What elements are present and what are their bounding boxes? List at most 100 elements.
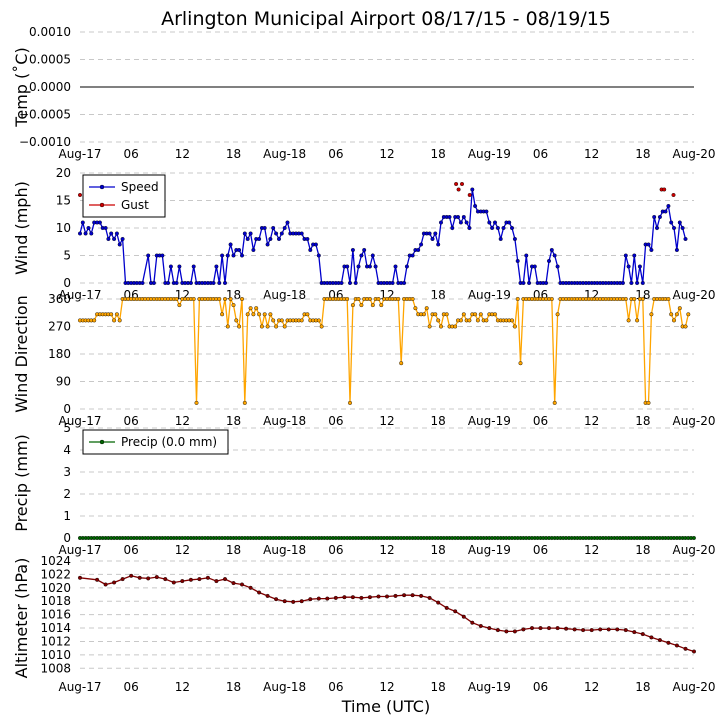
- data-point-direction: [231, 303, 236, 308]
- data-point-direction: [237, 324, 242, 329]
- x-tick-label-wind: 18: [226, 288, 241, 302]
- x-tick-label-direction: 18: [226, 414, 241, 428]
- data-point-speed: [120, 236, 125, 241]
- data-point-speed: [510, 225, 515, 230]
- data-point-direction: [348, 400, 353, 405]
- data-point-speed: [112, 236, 117, 241]
- data-point-speed: [242, 231, 247, 236]
- data-point-direction: [632, 297, 637, 302]
- data-point-speed: [473, 203, 478, 208]
- data-point-altimeter: [248, 585, 253, 590]
- data-point-speed: [635, 281, 640, 286]
- x-tick-label-direction: Aug-20: [672, 414, 715, 428]
- data-point-altimeter: [325, 596, 330, 601]
- data-point-altimeter: [112, 580, 117, 585]
- data-point-direction: [512, 324, 517, 329]
- data-point-speed: [313, 242, 318, 247]
- data-point-altimeter: [120, 577, 125, 582]
- data-point-speed: [228, 242, 233, 247]
- data-point-direction: [177, 303, 182, 308]
- data-point-direction: [356, 297, 361, 302]
- data-point-altimeter: [419, 593, 424, 598]
- data-point-speed: [521, 281, 526, 286]
- data-point-altimeter: [163, 577, 168, 582]
- data-point-altimeter: [572, 627, 577, 632]
- data-point-altimeter: [530, 626, 535, 631]
- data-point-altimeter: [495, 628, 500, 633]
- data-point-speed: [626, 264, 631, 269]
- data-point-altimeter: [103, 582, 108, 587]
- data-point-speed: [268, 236, 273, 241]
- data-point-altimeter: [512, 629, 517, 634]
- panel-direction: 0 90 180 270 360 Wind Direction Aug-17 06 12 18 Au…: [12, 292, 716, 428]
- data-point-speed: [231, 253, 236, 258]
- x-tick-label-direction: Aug-19: [468, 414, 511, 428]
- data-point-altimeter: [333, 595, 338, 600]
- data-point-speed: [487, 220, 492, 225]
- x-tick-label-direction: 06: [533, 414, 548, 428]
- data-point-direction: [674, 312, 679, 317]
- y-tick-label-altimeter: 1008: [40, 661, 71, 675]
- x-tick-label-altimeter: Aug-20: [672, 680, 715, 694]
- data-point-direction: [515, 297, 520, 302]
- data-point-speed: [515, 259, 520, 264]
- data-point-altimeter: [555, 626, 560, 631]
- data-point-speed: [166, 281, 171, 286]
- x-tick-label-altimeter: 18: [226, 680, 241, 694]
- y-axis-label-altimeter: Altimeter (hPa): [12, 558, 31, 679]
- data-point-direction: [370, 303, 375, 308]
- data-point-speed: [512, 236, 517, 241]
- data-point-speed: [373, 264, 378, 269]
- data-point-speed: [493, 220, 498, 225]
- x-tick-label-altimeter: 18: [635, 680, 650, 694]
- x-axis-label: Time (UTC): [341, 697, 430, 716]
- data-point-speed: [436, 242, 441, 247]
- data-point-speed: [239, 253, 244, 258]
- data-point-direction: [427, 324, 432, 329]
- y-tick-label-precip: 4: [63, 443, 71, 457]
- data-point-direction: [114, 312, 119, 317]
- data-point-speed: [427, 231, 432, 236]
- data-point-direction: [552, 400, 557, 405]
- data-point-altimeter: [538, 626, 543, 631]
- x-tick-label-temp: Aug-19: [468, 147, 511, 161]
- data-point-speed: [498, 236, 503, 241]
- data-point-speed: [106, 236, 111, 241]
- x-tick-label-precip: Aug-20: [672, 543, 715, 557]
- data-point-speed: [251, 247, 256, 252]
- y-tick-label-wind: 5: [63, 249, 71, 263]
- data-point-altimeter: [521, 627, 526, 632]
- y-tick-label-precip: 0: [63, 531, 71, 545]
- data-point-direction: [421, 312, 426, 317]
- x-tick-label-direction: 12: [584, 414, 599, 428]
- data-point-gust: [671, 192, 676, 197]
- data-point-speed: [663, 209, 668, 214]
- data-point-speed: [299, 231, 304, 236]
- data-point-speed: [316, 253, 321, 258]
- data-point-speed: [77, 231, 82, 236]
- data-point-speed: [547, 259, 552, 264]
- data-point-altimeter: [674, 643, 679, 648]
- y-tick-label-altimeter: 1010: [40, 648, 71, 662]
- chart-title: Arlington Municipal Airport 08/17/15 - 0…: [161, 8, 611, 30]
- x-tick-label-precip: 18: [635, 543, 650, 557]
- data-point-direction: [359, 303, 364, 308]
- data-point-speed: [652, 214, 657, 219]
- x-tick-label-direction: Aug-18: [263, 414, 306, 428]
- x-tick-label-direction: Aug-17: [58, 414, 101, 428]
- data-point-direction: [174, 297, 179, 302]
- data-point-altimeter: [188, 577, 193, 582]
- data-point-direction: [640, 297, 645, 302]
- data-point-speed: [274, 231, 279, 236]
- y-tick-label-temp: −0.0005: [19, 108, 71, 122]
- data-point-gust: [456, 187, 461, 192]
- data-point-direction: [413, 306, 418, 311]
- x-tick-label-altimeter: Aug-17: [58, 680, 101, 694]
- data-point-direction: [467, 318, 472, 323]
- data-point-speed: [245, 236, 250, 241]
- y-tick-label-wind: 15: [56, 194, 71, 208]
- data-point-speed: [430, 236, 435, 241]
- data-point-speed: [649, 247, 654, 252]
- data-point-direction: [379, 303, 384, 308]
